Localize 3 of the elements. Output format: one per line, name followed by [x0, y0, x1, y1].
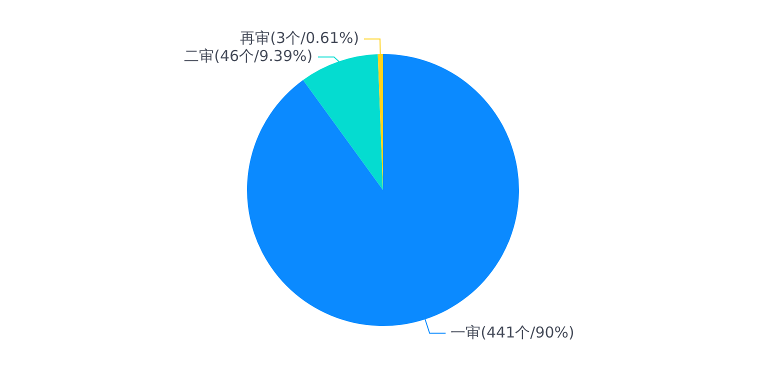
slice-label: 一审(441个/90%) [450, 324, 574, 342]
slice-label: 再审(3个/0.61%) [240, 28, 360, 47]
slice-label: 二审(46个/9.39%) [184, 46, 313, 65]
